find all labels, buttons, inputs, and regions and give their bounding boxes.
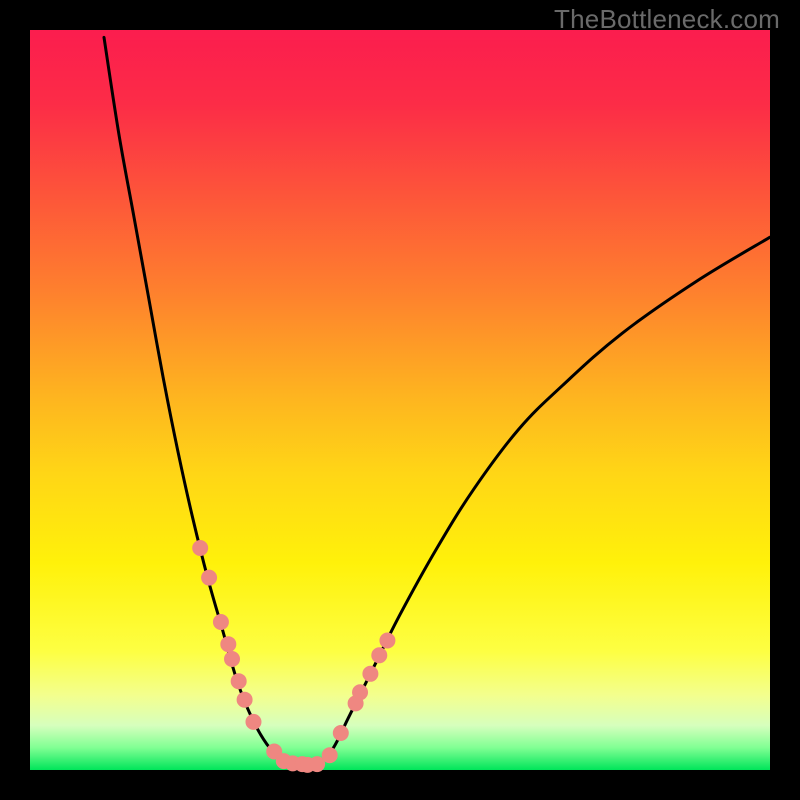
- data-marker: [213, 615, 228, 630]
- data-marker: [246, 714, 261, 729]
- data-marker: [363, 666, 378, 681]
- data-marker: [193, 541, 208, 556]
- data-marker: [353, 685, 368, 700]
- data-marker: [237, 692, 252, 707]
- data-marker: [221, 637, 236, 652]
- data-marker: [202, 570, 217, 585]
- data-marker: [231, 674, 246, 689]
- data-marker: [333, 726, 348, 741]
- data-marker: [322, 748, 337, 763]
- chart-root: TheBottleneck.com: [0, 0, 800, 800]
- data-marker: [372, 648, 387, 663]
- plot-svg: [0, 0, 800, 800]
- data-markers-group: [193, 541, 395, 773]
- data-marker: [225, 652, 240, 667]
- data-marker: [310, 757, 325, 772]
- bottleneck-curve: [104, 37, 770, 765]
- data-marker: [380, 633, 395, 648]
